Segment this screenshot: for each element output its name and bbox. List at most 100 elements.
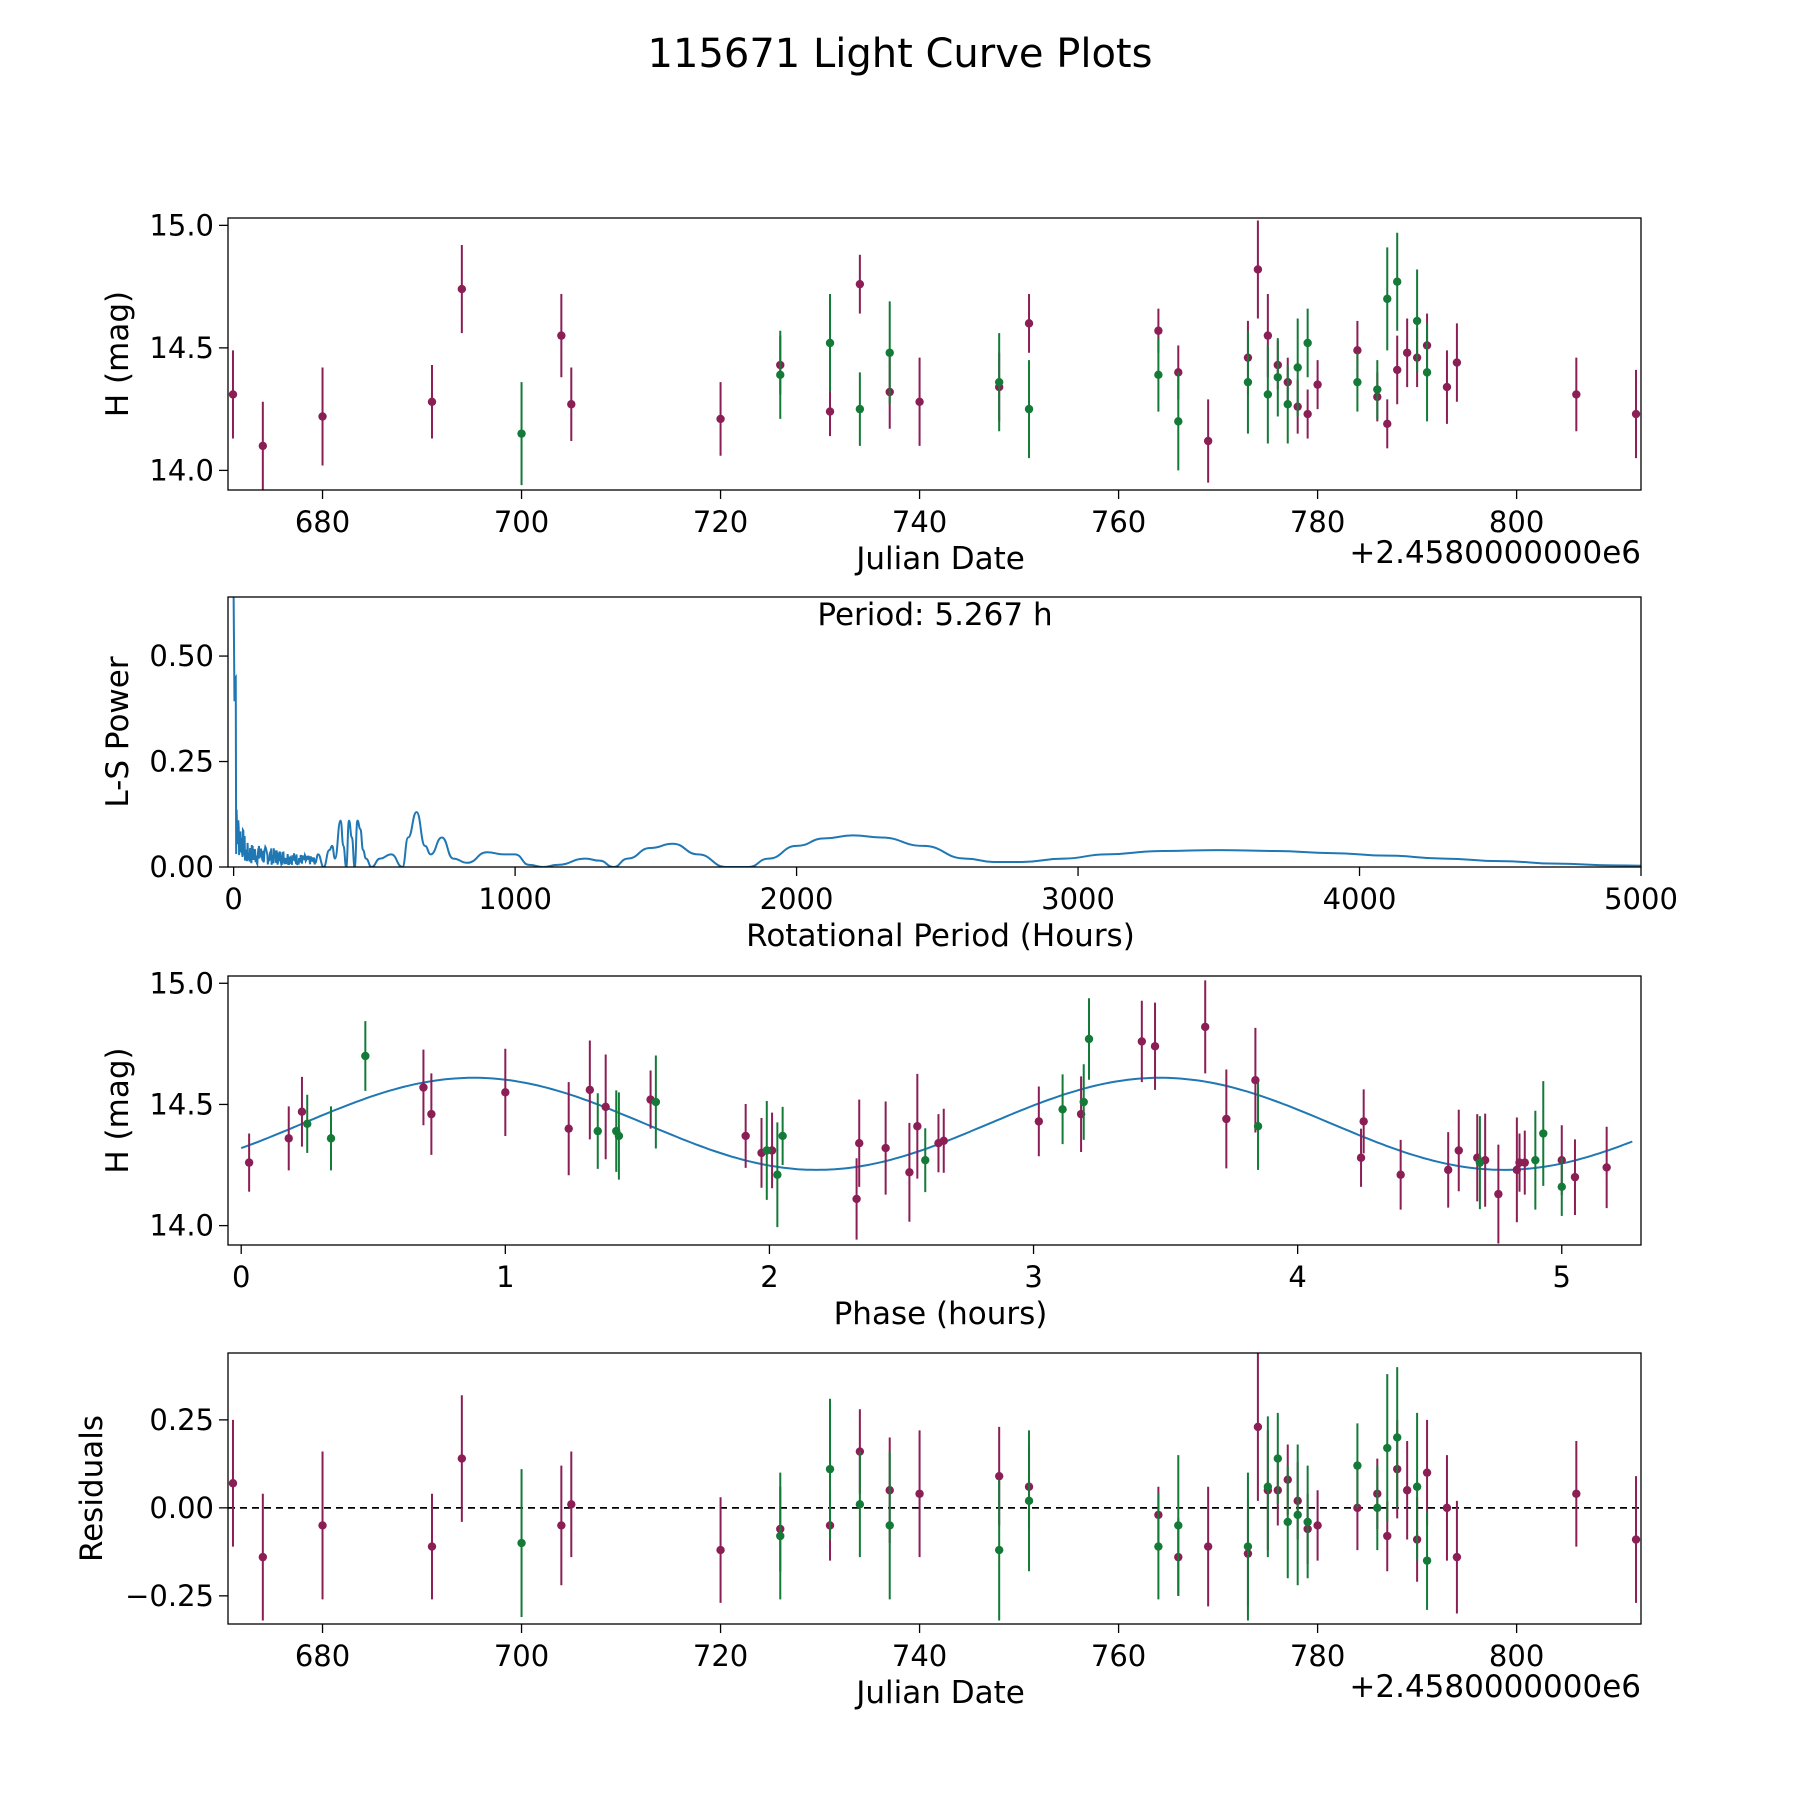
plot-frame (227, 975, 1642, 1246)
data-point (905, 1168, 914, 1177)
y-tick-label: 15.0 (149, 966, 214, 1000)
x-tick-label: 700 (494, 1639, 549, 1673)
data-point (1602, 1163, 1611, 1172)
fit-curve (240, 1076, 1633, 1171)
plot-area (232, 597, 1641, 867)
plot-frame (227, 217, 1642, 491)
data-point (1024, 404, 1034, 414)
data-point (1273, 373, 1282, 382)
data-point (1572, 390, 1581, 399)
data-point (1174, 1521, 1183, 1530)
data-point (1253, 1122, 1263, 1131)
data-point (1383, 1531, 1392, 1541)
data-point (318, 412, 327, 421)
data-point (1253, 1422, 1263, 1432)
x-tick-label: 740 (892, 505, 947, 539)
data-point (855, 1500, 865, 1509)
data-point (1557, 1182, 1566, 1192)
x-tick-label: 700 (494, 505, 549, 539)
data-point (1393, 277, 1402, 286)
data-point (1570, 1172, 1580, 1182)
data-point (1058, 1105, 1067, 1114)
y-tick-label: 14.0 (149, 1209, 214, 1243)
data-point (1313, 1521, 1322, 1530)
series-c (517, 1367, 1432, 1621)
data-point (1203, 1542, 1213, 1551)
panel-phased: 0 1 2 3 4 5 14.0 14.5 15.0 Phase (hours) H (mag) (100, 966, 1642, 1332)
data-point (881, 1143, 890, 1153)
data-point (1174, 417, 1183, 426)
data-point (1373, 1503, 1382, 1513)
data-point (564, 1124, 573, 1133)
data-point (228, 390, 238, 399)
power-curve (232, 597, 1641, 867)
x-tick-label: 680 (295, 505, 350, 539)
data-point (1222, 1114, 1231, 1124)
data-point (557, 331, 566, 340)
data-point (1283, 400, 1292, 409)
data-point (852, 1194, 861, 1204)
data-point (1154, 1542, 1163, 1551)
data-point (1442, 1503, 1452, 1513)
data-point (1251, 1076, 1260, 1085)
data-point (1201, 1022, 1210, 1032)
data-point (1475, 1158, 1485, 1167)
data-point (361, 1051, 370, 1061)
data-point (1273, 1454, 1282, 1463)
x-tick-label: 4000 (1323, 882, 1397, 916)
x-tick-label: 2000 (760, 882, 834, 916)
data-point (427, 1542, 437, 1551)
data-point (1263, 1482, 1273, 1491)
data-point (1539, 1129, 1548, 1138)
data-point (1412, 1482, 1422, 1491)
data-point (1393, 365, 1402, 375)
data-point (297, 1107, 307, 1116)
data-point (585, 1085, 595, 1095)
y-axis-label: L-S Power (100, 656, 136, 807)
x-tick-label: 5000 (1604, 882, 1678, 916)
data-point (1203, 436, 1213, 446)
series-o (228, 220, 1641, 490)
data-point (457, 1454, 467, 1463)
data-point (1494, 1189, 1503, 1199)
data-point (614, 1131, 624, 1141)
data-point (1393, 1433, 1402, 1442)
x-offset-label: +2.4580000000e6 (1349, 535, 1641, 571)
data-point (1631, 1535, 1641, 1544)
data-point (601, 1102, 610, 1112)
data-point (457, 284, 467, 294)
data-point (1263, 331, 1273, 340)
data-point (1383, 1443, 1392, 1453)
x-axis-label: Julian Date (854, 1675, 1025, 1711)
x-tick-label: 780 (1290, 505, 1345, 539)
series-o (244, 980, 1611, 1244)
x-tick-label: 680 (295, 1639, 350, 1673)
data-point (1396, 1170, 1405, 1179)
data-point (1293, 1510, 1302, 1520)
data-point (303, 1119, 312, 1129)
data-point (773, 1170, 782, 1179)
data-point (1383, 419, 1392, 429)
data-point (1631, 409, 1641, 419)
data-point (915, 397, 924, 406)
data-point (1243, 377, 1253, 387)
data-point (318, 1521, 327, 1530)
data-point (855, 1139, 864, 1148)
x-tick-label: 800 (1489, 1639, 1544, 1673)
data-point (326, 1134, 336, 1143)
data-point (1422, 1556, 1432, 1565)
data-point (741, 1131, 750, 1141)
plot-area (228, 1353, 1641, 1621)
data-point (1313, 380, 1322, 389)
data-point (427, 1109, 436, 1119)
y-tick-label: 15.0 (149, 208, 214, 242)
data-point (778, 1131, 787, 1141)
data-point (1174, 368, 1183, 377)
panel-periodogram: 0 1000 2000 3000 4000 5000 0.00 0.25 0.50 Rotatio… (100, 596, 1678, 954)
data-point (651, 1097, 661, 1107)
data-point (776, 370, 785, 380)
data-point (1443, 1165, 1453, 1175)
data-point (517, 1538, 526, 1548)
data-point (1283, 1517, 1292, 1527)
